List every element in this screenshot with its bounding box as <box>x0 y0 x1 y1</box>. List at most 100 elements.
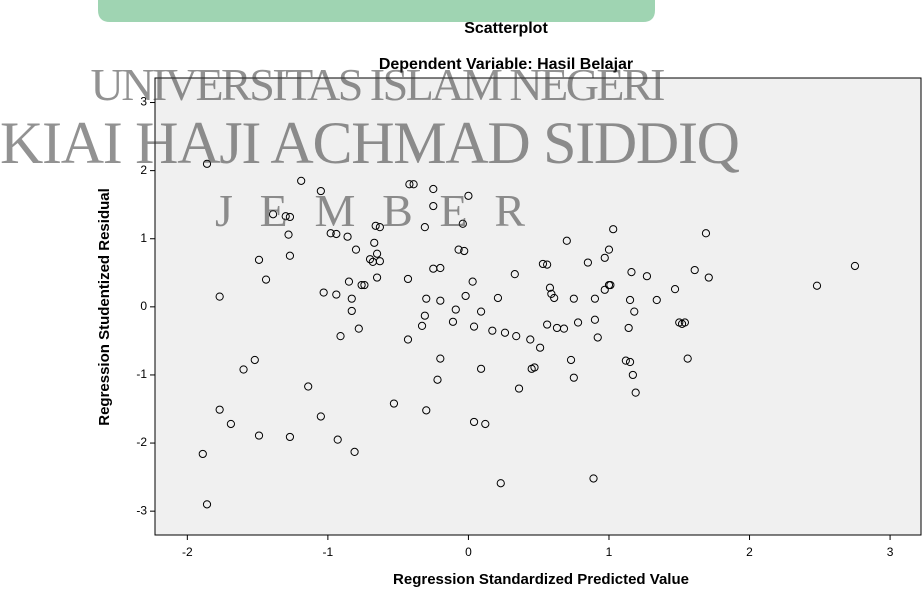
point <box>297 176 306 185</box>
point <box>458 219 467 228</box>
point <box>510 270 519 279</box>
point <box>536 343 545 352</box>
y-tick-label: -1 <box>136 367 147 381</box>
point <box>344 277 354 286</box>
point <box>675 318 684 327</box>
point <box>389 399 399 408</box>
point <box>569 294 578 303</box>
point <box>371 221 380 230</box>
point <box>436 296 445 305</box>
point <box>351 245 361 254</box>
point <box>333 435 342 444</box>
point <box>538 259 548 269</box>
point <box>239 365 248 374</box>
point <box>652 295 661 305</box>
point <box>701 229 711 238</box>
point <box>417 321 427 331</box>
x-tick-label: 3 <box>887 545 894 559</box>
point <box>600 285 609 294</box>
points: -2 -1 0 1 2 3 -3 -2 -1 0 1 2 3 <box>136 95 893 559</box>
point <box>690 265 699 275</box>
point <box>343 232 352 241</box>
point <box>202 159 212 168</box>
point <box>550 293 559 303</box>
point <box>625 357 635 367</box>
point <box>469 322 479 331</box>
y-tick-label: 3 <box>140 95 147 109</box>
point <box>606 280 615 290</box>
point <box>336 332 345 341</box>
point <box>420 311 429 320</box>
point <box>420 223 429 232</box>
point <box>545 283 555 292</box>
point <box>812 281 822 290</box>
banner <box>98 0 655 22</box>
point <box>448 317 458 326</box>
point <box>461 291 470 301</box>
point <box>284 230 293 239</box>
y-tick-label: 2 <box>140 163 147 177</box>
point <box>569 373 578 382</box>
point <box>850 261 860 271</box>
point <box>476 364 486 373</box>
point <box>422 294 431 303</box>
point <box>429 264 438 273</box>
point <box>583 258 592 267</box>
point <box>604 245 614 254</box>
point <box>566 355 576 365</box>
point <box>422 406 431 415</box>
y-tick-label: 1 <box>140 231 147 245</box>
point <box>319 288 328 297</box>
point <box>370 238 379 247</box>
point <box>496 479 505 488</box>
point <box>512 332 521 341</box>
x-tick-label: 1 <box>606 545 613 559</box>
point <box>621 356 630 365</box>
y-axis-label: Regression Studentized Residual <box>96 188 113 426</box>
point <box>630 307 639 316</box>
point <box>451 305 460 314</box>
x-axis-label: Regression Standardized Predicted Value <box>393 571 689 588</box>
point <box>600 253 609 262</box>
point <box>304 382 313 391</box>
chart-title: Scatterplot <box>464 20 548 37</box>
point <box>332 229 341 239</box>
point <box>261 275 271 284</box>
point <box>433 375 442 384</box>
point <box>365 255 375 264</box>
point <box>683 354 692 363</box>
point <box>285 432 295 442</box>
point <box>316 186 325 196</box>
watermark: UNIVERSITAS ISLAM NEGERI <box>91 59 666 110</box>
point <box>624 323 633 333</box>
point <box>493 293 503 303</box>
point <box>589 474 598 483</box>
point <box>375 257 384 266</box>
point <box>464 191 473 200</box>
point <box>198 449 207 459</box>
point <box>350 447 359 457</box>
point <box>627 268 636 277</box>
point <box>405 180 414 189</box>
point <box>357 280 366 290</box>
point <box>562 236 571 245</box>
x-tick-label: -1 <box>323 545 334 559</box>
point <box>468 277 477 286</box>
point <box>347 294 356 303</box>
y-tick-label: 0 <box>140 299 147 313</box>
point <box>316 412 325 421</box>
point <box>514 384 524 393</box>
point <box>372 249 382 258</box>
point <box>226 419 235 429</box>
y-tick-label: -3 <box>136 503 147 517</box>
point <box>326 229 335 238</box>
point <box>268 210 278 219</box>
x-tick-label: 2 <box>746 545 753 559</box>
point <box>625 295 635 305</box>
point <box>547 289 556 299</box>
point <box>628 370 637 380</box>
point <box>347 306 356 316</box>
point <box>590 294 600 303</box>
point <box>543 320 552 329</box>
